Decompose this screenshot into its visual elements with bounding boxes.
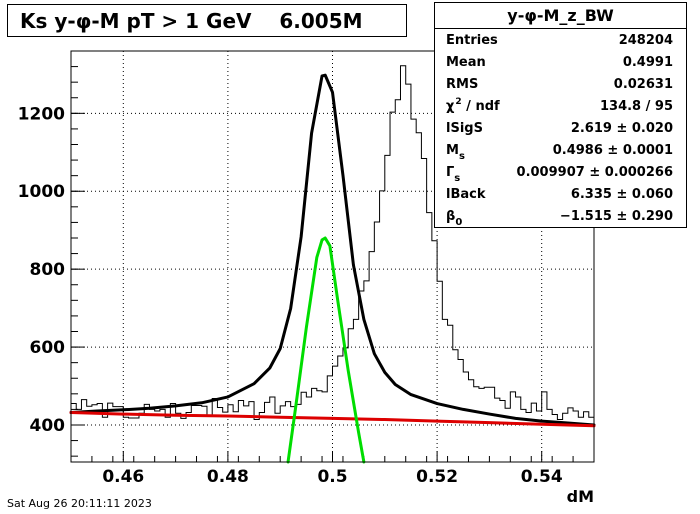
stats-rows: Entries 248204 Mean 0.4991 RMS 0.02631 χ2 / nd… <box>435 29 686 228</box>
stat-label: lSigS <box>446 121 483 136</box>
y-tick-label: 600 <box>30 338 66 358</box>
x-tick-label: 0.48 <box>207 467 249 487</box>
stat-row: Entries 248204 <box>435 29 686 51</box>
y-tick-label: 1000 <box>18 182 65 202</box>
y-tick-label: 1200 <box>18 104 65 124</box>
axis-ticks <box>70 50 595 462</box>
stat-value: 2.619 ± 0.020 <box>570 121 673 136</box>
stat-row: lBack 6.335 ± 0.060 <box>435 183 686 205</box>
stat-row: β0 −1.515 ± 0.290 <box>435 205 686 228</box>
x-tick-label: 0.54 <box>521 467 563 487</box>
stat-label: Γs <box>446 165 461 184</box>
stat-label: RMS <box>446 77 479 92</box>
histogram-title: Ks y-φ-M pT > 1 GeV 6.005M <box>7 4 407 37</box>
stat-value: 134.8 / 95 <box>599 99 673 114</box>
stat-label: χ2 / ndf <box>446 97 500 114</box>
x-tick-label: 0.5 <box>317 467 347 487</box>
y-tick-label: 800 <box>30 260 66 280</box>
stat-label: Mean <box>446 55 486 70</box>
stat-row: lSigS 2.619 ± 0.020 <box>435 117 686 139</box>
y-tick-label: 400 <box>30 416 66 436</box>
stat-row: χ2 / ndf 134.8 / 95 <box>435 95 686 117</box>
plot-frame <box>70 50 595 463</box>
stat-label: lBack <box>446 187 486 202</box>
x-tick-label: 0.52 <box>416 467 458 487</box>
stat-value: 0.02631 <box>613 77 673 92</box>
stat-label: Ms <box>446 143 465 162</box>
histogram-bins <box>71 65 594 421</box>
stat-value: 248204 <box>618 33 673 48</box>
total-fit-curve <box>69 73 596 427</box>
stat-row: RMS 0.02631 <box>435 73 686 95</box>
stats-box: y-φ-M_z_BW Entries 248204 Mean 0.4991 RMS 0.0… <box>434 2 687 228</box>
signal-curve <box>286 236 366 464</box>
stat-value: 0.4986 ± 0.0001 <box>552 143 673 158</box>
stat-row: Ms 0.4986 ± 0.0001 <box>435 139 686 162</box>
stat-value: −1.515 ± 0.290 <box>559 209 673 224</box>
fit-curves-layer <box>69 73 596 464</box>
stat-value: 6.335 ± 0.060 <box>570 187 673 202</box>
stat-label: Entries <box>446 33 498 48</box>
x-axis-label: dM <box>567 487 594 506</box>
timestamp: Sat Aug 26 20:11:11 2023 <box>7 497 152 510</box>
stat-row: Mean 0.4991 <box>435 51 686 73</box>
background-curve <box>69 411 596 428</box>
x-tick-label: 0.46 <box>102 467 144 487</box>
stat-value: 0.009907 ± 0.000266 <box>516 165 673 180</box>
histogram-layer <box>71 65 594 421</box>
stats-title: y-φ-M_z_BW <box>435 3 686 29</box>
stat-label: β0 <box>446 209 463 228</box>
stat-row: Γs 0.009907 ± 0.000266 <box>435 161 686 184</box>
tick-labels: 0.46 0.48 0.5 0.52 0.54 400 600 800 1000 1200 <box>18 104 563 487</box>
stat-value: 0.4991 <box>622 55 673 70</box>
